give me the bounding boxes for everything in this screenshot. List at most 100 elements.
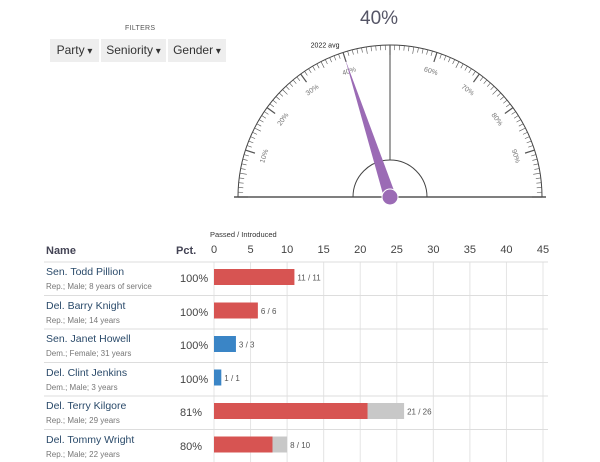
chart-title: Passed / Introduced — [210, 230, 277, 239]
legislator-detail: Dem.; Female; 31 years — [46, 349, 132, 358]
gauge-tick — [241, 163, 247, 166]
legislator-name[interactable]: Del. Terry Kilgore — [46, 400, 127, 412]
gauge-tick — [239, 172, 247, 175]
seniority-filter[interactable]: Seniority — [101, 39, 166, 62]
gauge-tick — [338, 53, 341, 59]
gauge-tick — [533, 172, 541, 175]
bar-label: 1 / 1 — [224, 374, 240, 383]
gauge-tick — [504, 107, 514, 115]
gauge-tick — [269, 103, 275, 108]
gauge-tick — [275, 96, 280, 101]
legislator-name[interactable]: Sen. Janet Howell — [46, 333, 131, 345]
x-tick-label: 0 — [211, 244, 217, 256]
filters-bar: Party Seniority Gender — [50, 39, 226, 62]
gauge-avg-label: 2022 avg — [311, 43, 340, 50]
x-tick-label: 15 — [318, 244, 330, 256]
gauge-tick — [524, 149, 535, 154]
gauge-tick — [245, 149, 256, 154]
legislator-name[interactable]: Del. Clint Jenkins — [46, 366, 128, 379]
gauge-tick — [240, 168, 246, 170]
bar-label: 8 / 10 — [290, 441, 311, 450]
gauge-tick — [448, 57, 451, 63]
pass-percentage: 100% — [180, 373, 209, 386]
pass-percentage: 100% — [180, 306, 209, 319]
bar-passed — [214, 436, 273, 453]
gauge-tick — [365, 46, 368, 54]
x-tick-label: 30 — [427, 244, 439, 256]
x-tick-label: 10 — [281, 244, 293, 256]
gauge-tick — [511, 111, 516, 115]
legislator-name[interactable]: Del. Tommy Wright — [46, 433, 135, 446]
pct-column-header: Pct. — [176, 245, 197, 257]
x-tick-label: 45 — [537, 244, 549, 256]
legislator-row: Sen. Janet Howell Dem.; Female; 31 years — [46, 333, 131, 358]
name-column-header: Name — [46, 245, 76, 257]
gauge-tick-label: 10% — [259, 149, 270, 164]
legislator-name[interactable]: Del. Barry Knight — [46, 299, 126, 312]
gauge-tick — [320, 61, 325, 68]
bar-label: 6 / 6 — [261, 307, 277, 316]
gauge-tick-label: 20% — [277, 112, 291, 127]
gauge-tick-label: 90% — [510, 149, 521, 164]
gauge-needle-hub — [381, 188, 399, 206]
gauge-tick — [300, 73, 308, 83]
party-filter[interactable]: Party — [50, 39, 99, 62]
x-tick-label: 20 — [354, 244, 366, 256]
gauge-tick — [243, 154, 249, 157]
bar-passed — [214, 403, 368, 419]
pass-percentage: 80% — [180, 440, 203, 453]
gauge-tick — [513, 115, 519, 119]
gauge-tick-label: 70% — [460, 84, 475, 98]
legislator-row: Del. Terry Kilgore Rep.; Male; 29 years — [46, 400, 126, 425]
gauge-tick — [455, 61, 460, 68]
gauge-tick — [239, 177, 245, 179]
legislator-name[interactable]: Sen. Todd Pillion — [46, 266, 125, 278]
gauge-tick — [356, 48, 359, 54]
pass-percentage: 100% — [180, 273, 209, 285]
legislator-detail: Rep.; Male; 8 years of service — [46, 282, 152, 291]
gauge-tick — [292, 79, 297, 84]
gauge-tick — [496, 92, 502, 97]
gauge-tick — [468, 68, 472, 74]
gauge-tick — [421, 48, 424, 54]
gauge-tick — [460, 63, 464, 69]
gauge-tick — [516, 119, 521, 123]
gauge-tick — [278, 92, 284, 97]
gauge-tick — [533, 163, 539, 166]
bar-label: 3 / 3 — [239, 341, 255, 350]
gauge-tick — [250, 136, 256, 139]
gauge-tick — [333, 55, 337, 61]
gauge-tick — [347, 50, 350, 56]
gauge-tick — [325, 59, 328, 65]
bar-passed — [214, 269, 295, 285]
gauge-tick — [500, 96, 505, 101]
gender-filter[interactable]: Gender — [168, 39, 226, 62]
gauge-tick-label: 80% — [490, 112, 504, 127]
gauge-tick — [329, 57, 332, 63]
gauge-tick — [452, 59, 455, 65]
gauge-tick — [430, 50, 433, 56]
legislator-detail: Rep.; Male; 14 years — [46, 315, 120, 325]
gauge-tick — [472, 71, 476, 76]
gauge-tick — [535, 177, 541, 179]
legislator-detail: Rep.; Male; 22 years — [46, 449, 120, 459]
gauge-tick — [492, 89, 498, 95]
gauge-tick — [282, 89, 288, 95]
gauge-tick — [246, 145, 252, 148]
gauge-tick — [417, 47, 419, 53]
gauge-tick — [534, 168, 540, 170]
gauge-tick — [266, 107, 276, 115]
gauge-tick — [483, 79, 488, 84]
x-tick-label: 35 — [464, 244, 476, 256]
gauge-tick — [412, 46, 415, 54]
gauge-tick — [505, 103, 511, 108]
gauge-tick — [351, 49, 354, 55]
gauge-tick — [490, 85, 495, 91]
legislator-row: Del. Tommy Wright Rep.; Male; 22 years — [46, 434, 134, 459]
bar-passed — [214, 302, 258, 319]
gauge-tick — [503, 99, 508, 104]
gauge-tick — [242, 158, 248, 161]
legislator-detail: Dem.; Male; 3 years — [46, 382, 118, 392]
gauge-tick — [526, 140, 532, 144]
